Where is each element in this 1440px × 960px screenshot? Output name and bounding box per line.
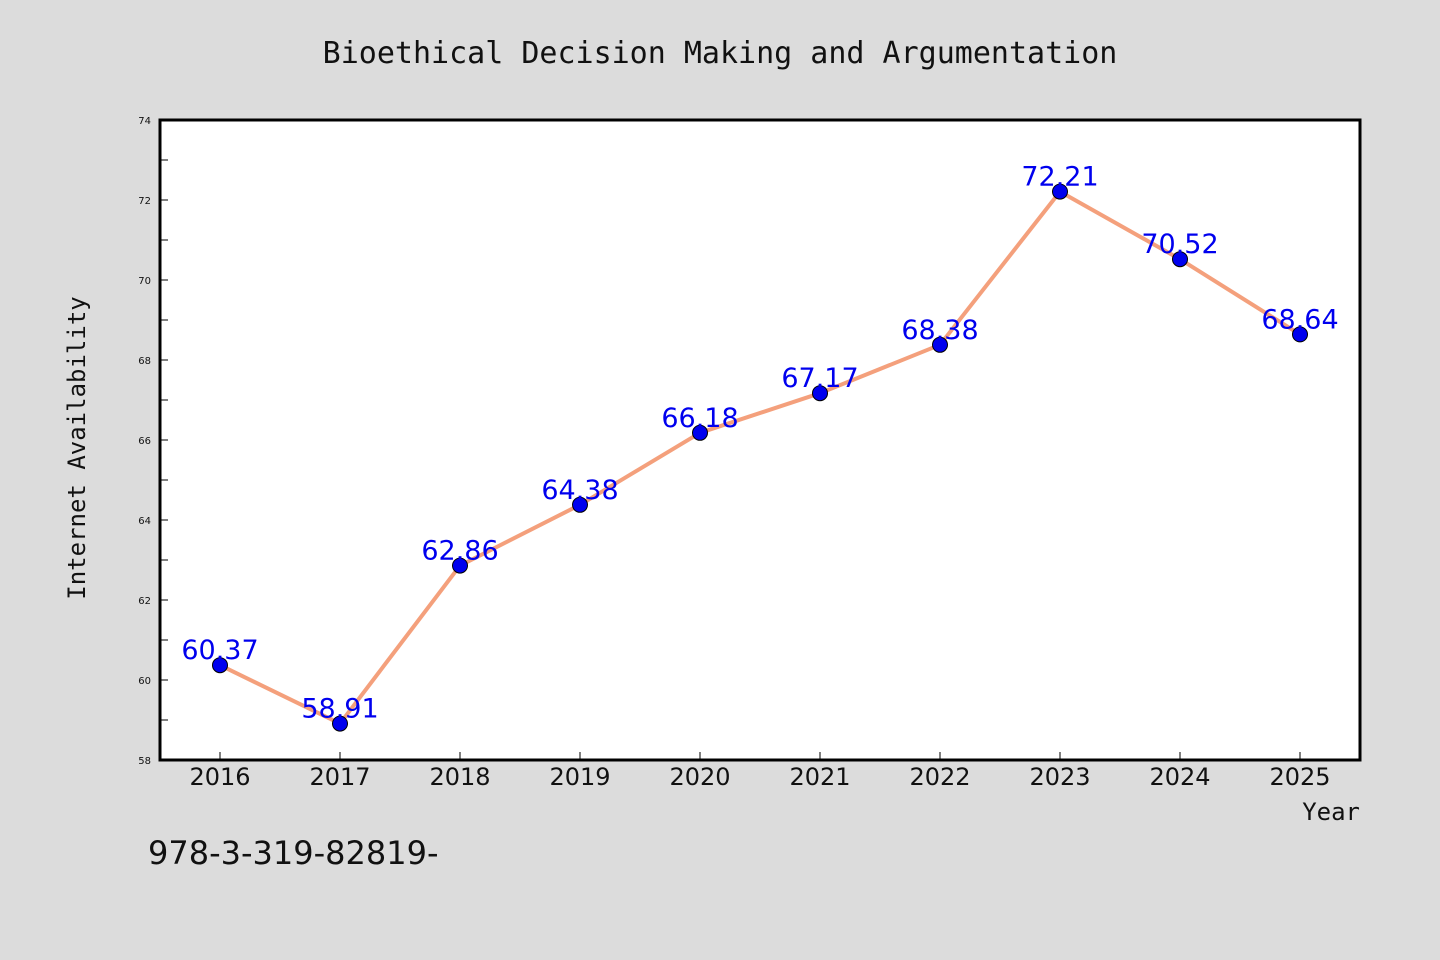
data-point (692, 424, 708, 441)
chart-title: Bioethical Decision Making and Argumenta… (323, 36, 1118, 71)
data-point (572, 496, 588, 513)
plot-frame (158, 118, 1362, 762)
data-label: 62.86 (421, 536, 498, 567)
y-tick-label: 58 (138, 756, 151, 767)
y-tick-label: 60 (138, 676, 151, 687)
data-point (1292, 326, 1308, 343)
x-tick-labels: 2016 2017 2018 2019 2020 2021 2022 2023 2024 2025 (189, 763, 1330, 791)
y-tick-label: 62 (138, 596, 151, 607)
series-line (218, 189, 1302, 726)
data-labels: 60.37 58.91 62.86 64.38 66.18 67.17 68.38 72.21… (181, 162, 1338, 725)
x-tick-label: 2023 (1029, 763, 1090, 791)
data-point (1052, 183, 1068, 200)
data-point (932, 336, 948, 353)
data-label: 67.17 (781, 363, 858, 394)
x-tick-label: 2020 (669, 763, 730, 791)
x-tick-label: 2017 (309, 763, 370, 791)
data-label: 72.21 (1021, 162, 1098, 193)
data-label: 60.37 (181, 635, 258, 666)
x-axis-label: Year (1302, 798, 1360, 826)
data-point (212, 657, 228, 674)
y-tick-label: 64 (138, 516, 151, 527)
x-tick-label: 2021 (789, 763, 850, 791)
x-tick-label: 2016 (189, 763, 250, 791)
data-point (1172, 251, 1188, 268)
footer-code: 978-3-319-82819- (148, 834, 439, 872)
data-point (812, 385, 828, 402)
x-tick-label: 2018 (429, 763, 490, 791)
x-tick-label: 2022 (909, 763, 970, 791)
plot-area (160, 120, 1360, 760)
data-label: 64.38 (541, 475, 618, 506)
data-label: 68.38 (901, 315, 978, 346)
x-tick-label: 2019 (549, 763, 610, 791)
y-tick-label: 72 (138, 196, 151, 207)
y-tick-label: 68 (138, 356, 151, 367)
data-label: 58.91 (301, 694, 378, 725)
data-markers (212, 183, 1308, 732)
x-tick-label: 2025 (1269, 763, 1330, 791)
y-tick-label: 74 (138, 116, 151, 127)
data-label: 66.18 (661, 403, 738, 434)
data-label: 70.52 (1141, 229, 1218, 260)
x-tick-label: 2024 (1149, 763, 1210, 791)
data-label: 68.64 (1261, 304, 1338, 335)
y-tick-label: 70 (138, 276, 151, 287)
data-point (332, 715, 348, 732)
y-tick-labels: 58 60 62 64 66 68 70 72 74 (138, 116, 151, 767)
y-tick-label: 66 (138, 436, 151, 447)
data-point (452, 557, 468, 574)
y-axis-label: Internet Availability (63, 296, 91, 599)
